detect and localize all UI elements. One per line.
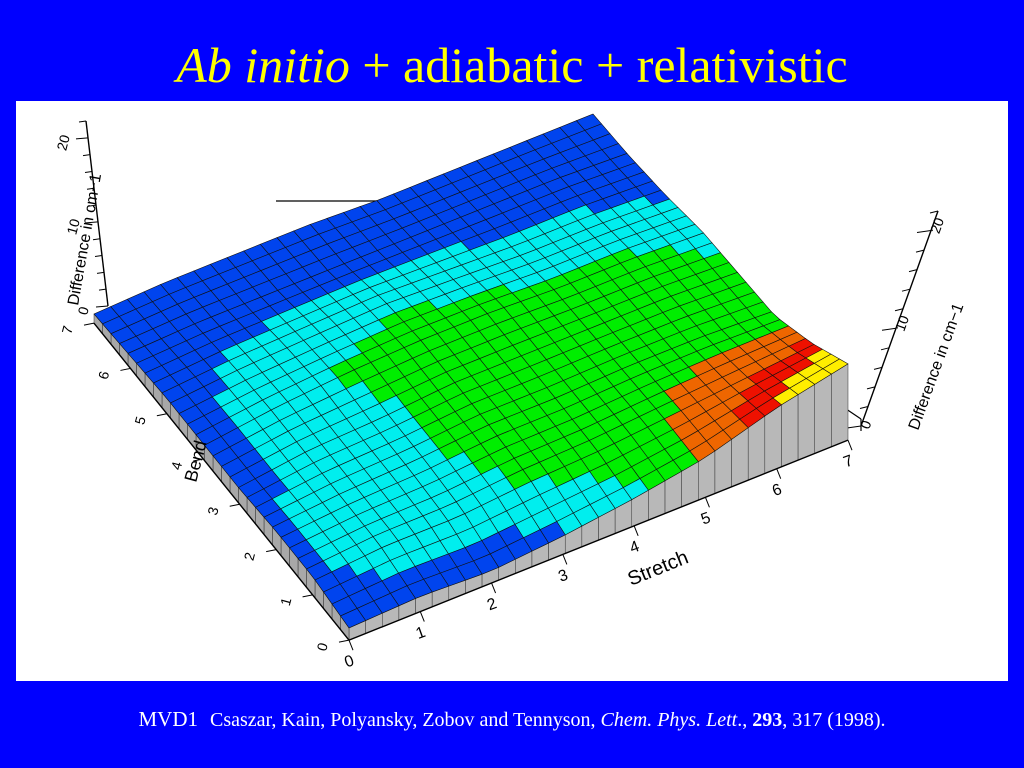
bend-tick-label: 7 — [58, 324, 76, 336]
surface-mesh — [93, 113, 849, 641]
stretch-tick — [704, 497, 710, 508]
stretch-tick — [847, 439, 853, 451]
z-tick-label-right: 20 — [927, 215, 947, 235]
bend-tick — [193, 458, 204, 462]
z-tick-right — [929, 210, 939, 214]
citation-volume: 293 — [752, 709, 783, 731]
stretch-axis — [348, 439, 849, 641]
z-tick-left — [92, 238, 101, 241]
z-tick-right — [881, 327, 897, 331]
stretch-tick-label: 7 — [841, 452, 855, 471]
z-tick-right — [873, 366, 883, 370]
stretch-tick-label: 1 — [414, 624, 428, 643]
bend-tick-label: 4 — [168, 460, 186, 472]
z-tick-left — [86, 187, 95, 190]
z-tick-right — [846, 425, 862, 429]
title-italic: Ab initio — [176, 37, 350, 93]
stretch-tick — [633, 525, 639, 537]
z-axis-left — [85, 120, 109, 307]
surface-cell — [340, 608, 367, 629]
citation-pages: , 317 (1998). — [782, 709, 886, 731]
stretch-tick-label: 4 — [628, 538, 642, 557]
z-tick-left — [88, 204, 97, 207]
z-axis-title-left: Difference in cm−1 — [65, 172, 105, 307]
stretch-tick-label: 0 — [342, 652, 356, 671]
bend-tick — [302, 594, 313, 598]
bend-tick — [229, 503, 240, 507]
z-axis-title-right: Difference in cm−1 — [906, 301, 968, 432]
front-skirt-panel — [797, 383, 815, 461]
stretch-tick — [419, 611, 425, 622]
z-tick-right — [859, 405, 869, 409]
title-rest: + adiabatic + relativistic — [349, 37, 848, 93]
citation-label: MVD1 — [138, 707, 198, 731]
front-skirt-panel — [831, 363, 849, 448]
stretch-tick-label: 6 — [770, 481, 784, 500]
stretch-tick-label: 3 — [556, 567, 570, 586]
z-tick-left — [96, 271, 105, 274]
stretch-tick — [348, 639, 354, 651]
z-tick-left — [75, 137, 89, 140]
z-axis-right — [860, 210, 939, 427]
citation-sep: ., — [737, 709, 753, 731]
z-tick-left — [78, 120, 87, 123]
z-tick-left — [84, 170, 93, 173]
stretch-tick — [562, 554, 568, 565]
z-tick-label-right: 10 — [892, 313, 912, 333]
z-tick-right — [916, 230, 932, 234]
bend-tick-label: 0 — [313, 641, 331, 653]
citation: MVD1 Csaszar, Kain, Polyansky, Zobov and … — [0, 707, 1024, 732]
front-skirt-panel — [814, 373, 832, 454]
bend-tick-label: 5 — [131, 414, 149, 426]
stretch-tick — [776, 468, 782, 479]
slide-title: Ab initio + adiabatic + relativistic — [0, 30, 1024, 100]
citation-authors: Csaszar, Kain, Polyansky, Zobov and Tenn… — [210, 709, 601, 731]
z-tick-label-left: 0 — [74, 305, 92, 317]
front-skirt-panel — [764, 404, 782, 474]
front-skirt-panel — [781, 394, 799, 468]
bend-tick — [156, 413, 167, 417]
bend-tick — [266, 549, 277, 553]
z-tick-right — [866, 386, 876, 390]
z-tick-left — [82, 154, 91, 157]
bend-axis — [93, 322, 350, 641]
z-tick-right — [880, 347, 890, 351]
stretch-tick — [491, 582, 497, 594]
bend-tick-label: 1 — [277, 596, 295, 608]
z-tick-left — [85, 221, 99, 224]
z-tick-label-left: 20 — [53, 133, 73, 152]
z-tick-right — [901, 288, 911, 292]
bend-tick-label: 2 — [241, 550, 259, 562]
bend-tick-label: 6 — [95, 369, 113, 381]
stretch-tick-label: 5 — [699, 510, 713, 529]
z-tick-left — [95, 305, 109, 308]
bend-tick — [120, 367, 131, 371]
bend-tick-label: 3 — [204, 505, 222, 517]
bend-tick — [338, 639, 350, 643]
citation-journal: Chem. Phys. Lett — [600, 709, 738, 731]
z-tick-label-right: 0 — [857, 418, 875, 431]
z-tick-label-left: 10 — [63, 217, 83, 236]
z-tick-right — [915, 249, 925, 253]
z-tick-left — [98, 288, 107, 291]
z-tick-right — [908, 269, 918, 273]
z-tick-left — [94, 255, 103, 258]
bend-tick — [83, 322, 95, 326]
stretch-tick-label: 2 — [485, 595, 499, 614]
z-tick-right — [894, 308, 904, 312]
